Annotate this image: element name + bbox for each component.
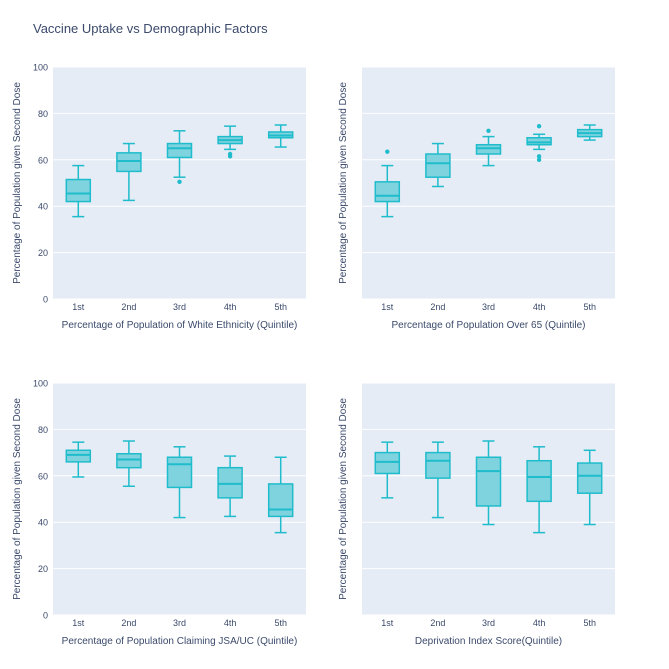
x-axis-label: Percentage of Population Over 65 (Quinti… bbox=[392, 320, 586, 331]
x-tick-label: 3rd bbox=[482, 302, 495, 312]
outlier-point bbox=[486, 128, 491, 133]
y-axis-label: Percentage of Population given Second Do… bbox=[12, 82, 23, 284]
y-tick-label: 40 bbox=[38, 518, 48, 528]
y-axis-label: Percentage of Population given Second Do… bbox=[12, 398, 23, 600]
x-tick-label: 4th bbox=[224, 618, 237, 628]
box-3rd[interactable] bbox=[166, 446, 193, 519]
figure-title: Vaccine Uptake vs Demographic Factors bbox=[33, 21, 268, 36]
iqr-box bbox=[116, 152, 142, 173]
iqr-box bbox=[526, 459, 552, 503]
box-1st[interactable] bbox=[374, 441, 401, 499]
x-tick-label: 4th bbox=[224, 302, 237, 312]
x-axis-label: Percentage of Population of White Ethnic… bbox=[62, 320, 298, 331]
box-4th[interactable] bbox=[217, 455, 243, 518]
x-tick-label: 5th bbox=[274, 618, 287, 628]
box-5th[interactable] bbox=[267, 456, 294, 534]
x-tick-label: 1st bbox=[381, 302, 394, 312]
iqr-box bbox=[217, 466, 243, 499]
iqr-box bbox=[475, 143, 502, 155]
x-tick-label: 2nd bbox=[121, 618, 136, 628]
outlier-point bbox=[227, 154, 233, 159]
iqr-box bbox=[425, 451, 451, 479]
box-1st[interactable] bbox=[374, 149, 401, 218]
y-tick-label: 0 bbox=[43, 611, 48, 621]
subplot-jsa-uc: 0 20 40 60 80 100 1st 2nd 3rd 4th 5th Percentage of… bbox=[12, 379, 306, 647]
y-tick-label: 80 bbox=[38, 425, 48, 435]
x-tick-label: 4th bbox=[533, 302, 546, 312]
x-tick-label: 3rd bbox=[482, 618, 495, 628]
box-1st[interactable] bbox=[65, 164, 92, 218]
x-tick-label: 2nd bbox=[430, 618, 445, 628]
iqr-box bbox=[475, 456, 502, 507]
box-3rd[interactable] bbox=[475, 440, 502, 526]
y-tick-label: 60 bbox=[38, 471, 48, 481]
subplot-white-ethnicity: 0 20 40 60 80 100 1st 2nd 3rd 4th 5th Percentage of… bbox=[12, 63, 306, 331]
y-tick-label: 80 bbox=[38, 109, 48, 119]
box-2nd[interactable] bbox=[425, 441, 451, 519]
x-tick-label: 2nd bbox=[121, 302, 136, 312]
outlier-point bbox=[536, 157, 542, 162]
x-axis-label: Percentage of Population Claiming JSA/UC… bbox=[62, 636, 298, 647]
outlier-point bbox=[536, 123, 542, 129]
x-tick-label: 5th bbox=[274, 302, 287, 312]
iqr-box bbox=[166, 456, 193, 489]
box-2nd[interactable] bbox=[116, 142, 142, 202]
box-5th[interactable] bbox=[576, 124, 603, 141]
x-tick-label: 5th bbox=[583, 302, 596, 312]
y-tick-label: 60 bbox=[38, 155, 48, 165]
y-axis-label: Percentage of Population given Second Do… bbox=[338, 398, 349, 600]
box-1st[interactable] bbox=[65, 441, 92, 478]
iqr-box bbox=[576, 462, 603, 494]
x-tick-label: 1st bbox=[72, 618, 85, 628]
outlier-point bbox=[536, 154, 542, 159]
x-tick-label: 1st bbox=[381, 618, 394, 628]
box-4th[interactable] bbox=[526, 123, 552, 162]
box-2nd[interactable] bbox=[116, 440, 142, 487]
box-5th[interactable] bbox=[267, 124, 294, 148]
iqr-box bbox=[65, 449, 92, 463]
y-tick-label: 0 bbox=[43, 295, 48, 305]
iqr-box bbox=[65, 178, 92, 203]
box-3rd[interactable] bbox=[166, 130, 193, 185]
x-tick-label: 5th bbox=[583, 618, 596, 628]
y-tick-label: 100 bbox=[33, 379, 48, 389]
x-tick-label: 3rd bbox=[173, 302, 186, 312]
subplot-deprivation-index: 1st 2nd 3rd 4th 5th Deprivation Index Score(Q… bbox=[338, 382, 615, 647]
y-tick-label: 40 bbox=[38, 202, 48, 212]
box-4th[interactable] bbox=[217, 125, 243, 159]
y-tick-label: 20 bbox=[38, 248, 48, 258]
iqr-box bbox=[526, 137, 552, 146]
outlier-point bbox=[385, 149, 390, 154]
iqr-box bbox=[425, 153, 451, 178]
y-tick-label: 20 bbox=[38, 564, 48, 574]
x-tick-label: 1st bbox=[72, 302, 85, 312]
box-4th[interactable] bbox=[526, 446, 552, 534]
subplot-over-65: 1st 2nd 3rd 4th 5th Percentage of Population … bbox=[338, 66, 615, 331]
iqr-box bbox=[116, 453, 142, 469]
y-tick-label: 100 bbox=[33, 63, 48, 73]
outlier-point bbox=[177, 179, 182, 185]
plot-area bbox=[362, 67, 615, 299]
y-axis-label: Percentage of Population given Second Do… bbox=[338, 82, 349, 284]
x-axis-label: Deprivation Index Score(Quintile) bbox=[415, 636, 562, 647]
x-tick-label: 3rd bbox=[173, 618, 186, 628]
x-tick-label: 4th bbox=[533, 618, 546, 628]
iqr-box bbox=[374, 181, 401, 203]
x-tick-label: 2nd bbox=[430, 302, 445, 312]
iqr-box bbox=[267, 483, 294, 518]
iqr-box bbox=[374, 451, 401, 475]
iqr-box bbox=[166, 142, 193, 159]
box-2nd[interactable] bbox=[425, 142, 451, 188]
box-5th[interactable] bbox=[576, 449, 603, 526]
box-3rd[interactable] bbox=[475, 128, 502, 167]
